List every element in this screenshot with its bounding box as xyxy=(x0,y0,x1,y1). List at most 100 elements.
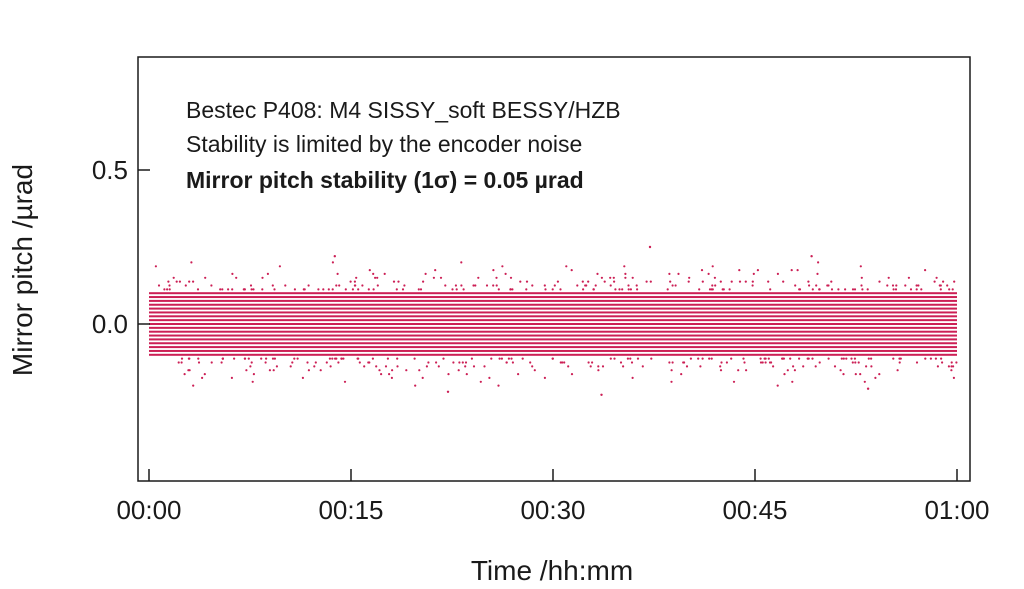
data-point xyxy=(767,280,770,283)
data-point xyxy=(738,269,741,272)
data-point xyxy=(413,357,416,360)
data-point xyxy=(896,369,899,372)
data-point xyxy=(434,269,437,272)
data-point xyxy=(284,284,287,287)
data-point xyxy=(597,365,600,368)
data-point xyxy=(343,380,347,383)
data-point xyxy=(460,261,463,264)
data-point xyxy=(329,365,332,368)
data-point xyxy=(563,361,566,364)
data-point xyxy=(344,288,347,291)
data-point xyxy=(904,284,907,287)
data-point xyxy=(331,261,334,264)
data-point xyxy=(472,284,475,287)
data-point-row xyxy=(149,326,957,329)
data-point xyxy=(624,276,627,279)
data-point xyxy=(271,357,275,360)
data-point xyxy=(592,288,595,291)
x-tick-label: 00:15 xyxy=(318,495,383,525)
data-point xyxy=(361,284,364,287)
x-tick-label: 00:30 xyxy=(520,495,585,525)
data-point xyxy=(622,365,625,368)
data-point xyxy=(479,380,482,383)
data-point xyxy=(190,261,193,264)
data-point xyxy=(851,361,854,364)
data-point xyxy=(243,357,247,360)
data-point xyxy=(435,361,438,364)
data-point xyxy=(357,357,360,360)
data-point-row xyxy=(149,323,957,325)
data-point xyxy=(272,369,275,372)
data-point xyxy=(732,380,736,383)
data-point xyxy=(833,365,837,368)
data-point xyxy=(543,284,546,287)
data-point xyxy=(446,390,450,393)
data-point xyxy=(447,373,450,376)
data-point xyxy=(887,276,890,279)
data-point xyxy=(363,365,366,368)
data-point xyxy=(719,280,722,283)
data-point xyxy=(278,265,281,268)
data-point xyxy=(319,369,322,372)
data-point xyxy=(314,361,317,364)
data-point xyxy=(609,357,612,360)
data-point xyxy=(816,272,819,275)
x-tick-label: 00:45 xyxy=(722,495,787,525)
data-point xyxy=(567,365,570,368)
data-point xyxy=(947,365,951,368)
data-point xyxy=(245,369,248,372)
data-point xyxy=(196,288,200,291)
data-point xyxy=(920,288,923,291)
data-point xyxy=(934,357,938,360)
data-point xyxy=(374,276,377,279)
data-point xyxy=(405,369,408,372)
data-point xyxy=(629,357,632,360)
data-point xyxy=(414,384,417,387)
data-point xyxy=(380,373,383,376)
data-point xyxy=(358,361,361,364)
data-point xyxy=(759,361,763,364)
data-point xyxy=(576,284,579,287)
data-point xyxy=(772,365,775,368)
data-point xyxy=(472,365,476,368)
data-point xyxy=(271,284,274,287)
data-point xyxy=(952,376,956,379)
data-point xyxy=(710,357,713,360)
data-point xyxy=(909,288,913,291)
data-point xyxy=(870,365,873,368)
data-point xyxy=(451,288,454,291)
data-point xyxy=(907,276,911,279)
data-point xyxy=(293,288,296,291)
data-point xyxy=(501,265,504,268)
data-point xyxy=(296,357,299,360)
data-point xyxy=(700,269,704,272)
data-point xyxy=(585,284,588,287)
data-point xyxy=(650,357,653,360)
data-point xyxy=(808,284,811,287)
data-point xyxy=(850,357,853,360)
data-point xyxy=(854,361,857,364)
data-point xyxy=(432,276,435,279)
data-point-row xyxy=(149,349,957,352)
data-point xyxy=(744,280,747,283)
data-point xyxy=(349,280,352,283)
data-point xyxy=(372,288,375,291)
data-point xyxy=(859,265,862,268)
data-point xyxy=(521,357,524,360)
data-point xyxy=(183,373,186,376)
data-point xyxy=(553,284,556,287)
data-point xyxy=(317,288,320,291)
data-point xyxy=(529,361,532,364)
data-point xyxy=(719,365,722,368)
data-point xyxy=(854,373,857,376)
data-point xyxy=(178,280,181,283)
data-point xyxy=(163,288,166,291)
x-tick-label: 00:00 xyxy=(116,495,181,525)
data-point xyxy=(242,288,245,291)
data-point xyxy=(265,357,268,360)
data-point xyxy=(614,288,617,291)
data-point xyxy=(372,272,375,275)
data-point-row xyxy=(149,334,957,337)
data-point xyxy=(730,357,733,360)
data-point xyxy=(197,361,201,364)
